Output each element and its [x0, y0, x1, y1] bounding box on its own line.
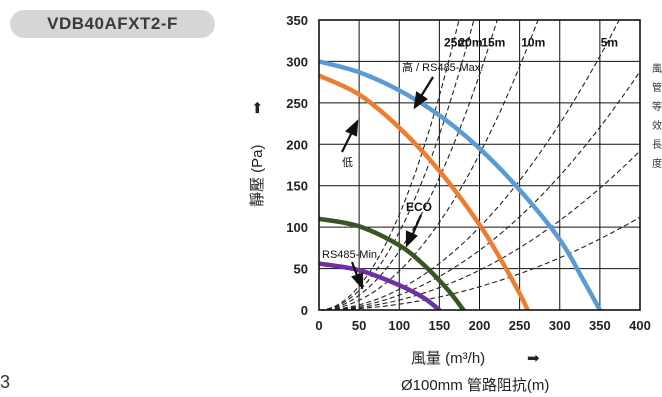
- arrow-low: [341, 119, 359, 153]
- y-tick-labels: 0 50 100 150 200 250 300 350: [286, 13, 308, 318]
- series-line-1: [319, 73, 530, 310]
- y-tick-1: 50: [294, 262, 308, 277]
- x-tick-4: 200: [469, 318, 491, 333]
- x-tick-1: 50: [352, 318, 366, 333]
- svg-text:長: 長: [652, 139, 662, 151]
- model-badge: VDB40AFXT2-F: [10, 10, 215, 38]
- resistance-label-1: 20m: [458, 35, 482, 49]
- x-tick-8: 400: [629, 318, 651, 333]
- resistance-curve-3: [319, 20, 539, 310]
- series-line-0: [319, 59, 603, 310]
- y-axis-arrow: ➡: [249, 101, 266, 114]
- performance-curves: [319, 59, 603, 310]
- svg-text:風: 風: [652, 63, 662, 75]
- resistance-label-3: 10m: [521, 35, 545, 49]
- y-axis-label: 靜壓 (Pa): [249, 144, 266, 207]
- page-number: 3: [0, 372, 11, 392]
- resistance-label-0: 25m: [444, 35, 468, 49]
- y-tick-3: 150: [286, 179, 308, 194]
- svg-text:效: 效: [652, 119, 662, 132]
- plot-frame: [318, 19, 641, 311]
- x-tick-0: 0: [315, 318, 322, 333]
- side-note: 風 管 等 效 長 度: [652, 63, 662, 170]
- series-line-3: [319, 261, 442, 310]
- y-tick-2: 100: [286, 220, 308, 235]
- arrow-min: [350, 261, 364, 290]
- x-axis-label: 風量 (m³/h): [411, 350, 485, 367]
- series-label-min: RS485-Min.: [322, 249, 380, 261]
- y-tick-6: 300: [286, 54, 308, 69]
- y-tick-5: 250: [286, 96, 308, 111]
- resistance-curve-7: [319, 216, 640, 310]
- svg-text:等: 等: [652, 100, 662, 113]
- series-label-low: 低: [342, 156, 353, 169]
- y-tick-7: 350: [286, 13, 308, 28]
- svg-text:度: 度: [652, 157, 662, 170]
- arrow-eco: [405, 214, 423, 248]
- series-label-high: 高 / RS485-Max.: [402, 60, 483, 74]
- x-axis-arrow: ➡: [527, 350, 540, 367]
- x-tick-2: 100: [388, 318, 410, 333]
- arrow-high: [413, 76, 434, 110]
- x-tick-3: 150: [429, 318, 451, 333]
- x-tick-5: 250: [509, 318, 531, 333]
- y-tick-4: 200: [286, 137, 308, 152]
- series-line-2: [319, 216, 466, 310]
- resistance-label-4: 5m: [601, 35, 618, 49]
- svg-text:管: 管: [652, 81, 662, 94]
- x-tick-7: 350: [589, 318, 611, 333]
- y-tick-0: 0: [301, 303, 308, 318]
- x-tick-6: 300: [549, 318, 571, 333]
- footnote: Ø100mm 管路阻抗(m): [401, 377, 549, 394]
- x-tick-labels: 0 50 100 150 200 250 300 350 400: [315, 318, 650, 333]
- resistance-curve-2: [319, 20, 498, 310]
- series-label-eco: ECO: [406, 200, 432, 214]
- resistance-label-2: 15m: [481, 35, 505, 49]
